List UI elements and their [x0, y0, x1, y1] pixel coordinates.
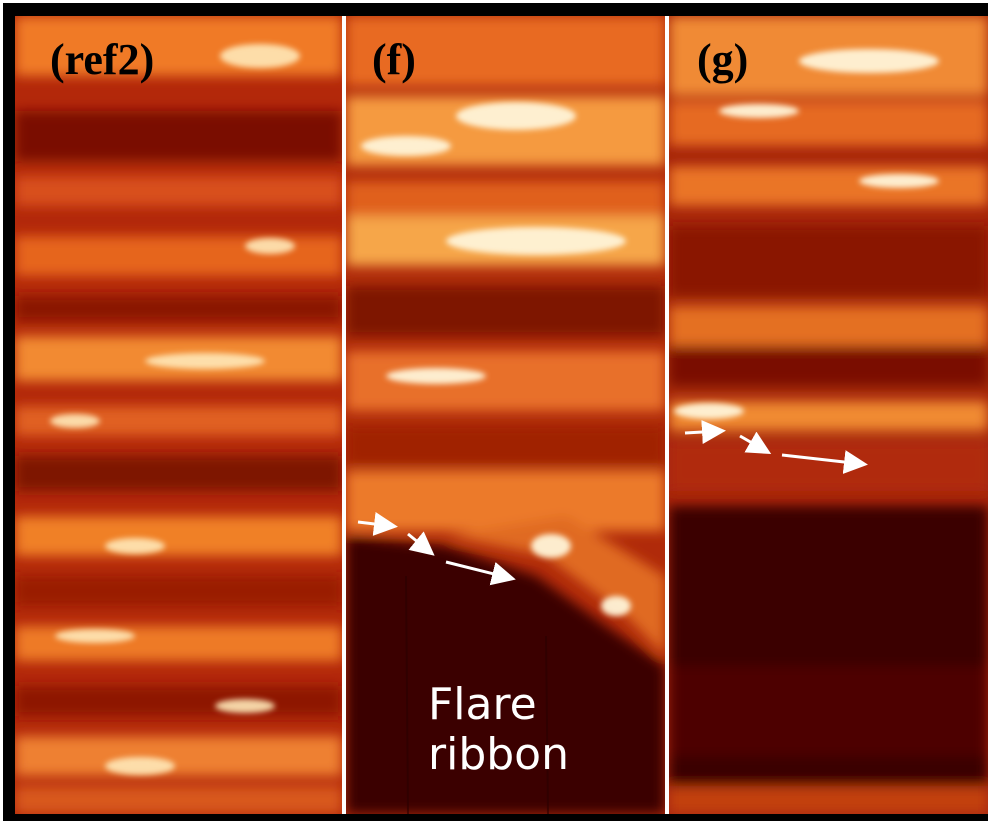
panel-label-ref2: (ref2)	[50, 35, 155, 84]
panel-divider	[665, 16, 669, 814]
annotation-line-2: ribbon	[428, 729, 569, 780]
flare-ribbon-annotation: Flare ribbon	[428, 680, 648, 780]
panel-f-image	[346, 16, 665, 814]
annotation-line-1: Flare	[428, 679, 537, 730]
panel-g-image	[669, 16, 988, 814]
panel-label-f: (f)	[372, 35, 416, 84]
panel-ref2-image	[15, 16, 342, 814]
panel-divider	[342, 16, 346, 814]
panel-label-g: (g)	[697, 35, 749, 84]
